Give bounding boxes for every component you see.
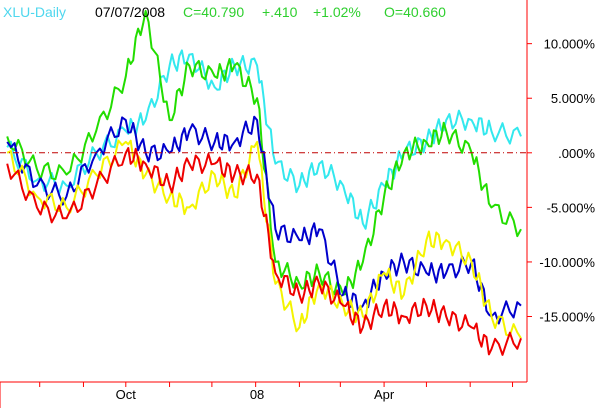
x-tick-label: Apr: [374, 387, 395, 402]
header-close: C=40.790: [183, 4, 244, 20]
header-symbol: XLU: [3, 4, 30, 20]
y-tick-label: -5.000%: [547, 200, 596, 215]
series-line-yellow: [6, 139, 522, 339]
y-tick-label: -15.000%: [539, 310, 595, 325]
series-line-green: [6, 9, 522, 296]
y-tick-label: 10.000%: [544, 37, 596, 52]
x-tick-label: 08: [250, 387, 264, 402]
chart-header: XLU-Daily 07/07/2008 C=40.790 +.410 +1.0…: [3, 4, 446, 20]
series-lines: [6, 9, 522, 356]
series-line-blue: [6, 115, 522, 325]
y-tick-label: -10.000%: [539, 255, 595, 270]
y-tick-label: 5.000%: [551, 91, 596, 106]
y-axis-ticks: 10.000% 5.000% .000% -5.000% -10.000% -15.000…: [527, 37, 595, 325]
x-tick-label: Oct: [116, 387, 137, 402]
header-period: -Daily: [30, 4, 66, 20]
y-tick-label: .000%: [558, 146, 595, 161]
header-open: O=40.660: [384, 4, 446, 20]
x-axis-ticks: Oct 08 Apr: [39, 382, 514, 402]
header-change: +.410: [262, 4, 298, 20]
series-line-red: [6, 147, 522, 356]
header-date: 07/07/2008: [95, 4, 165, 20]
header-pct-change: +1.02%: [313, 4, 361, 20]
